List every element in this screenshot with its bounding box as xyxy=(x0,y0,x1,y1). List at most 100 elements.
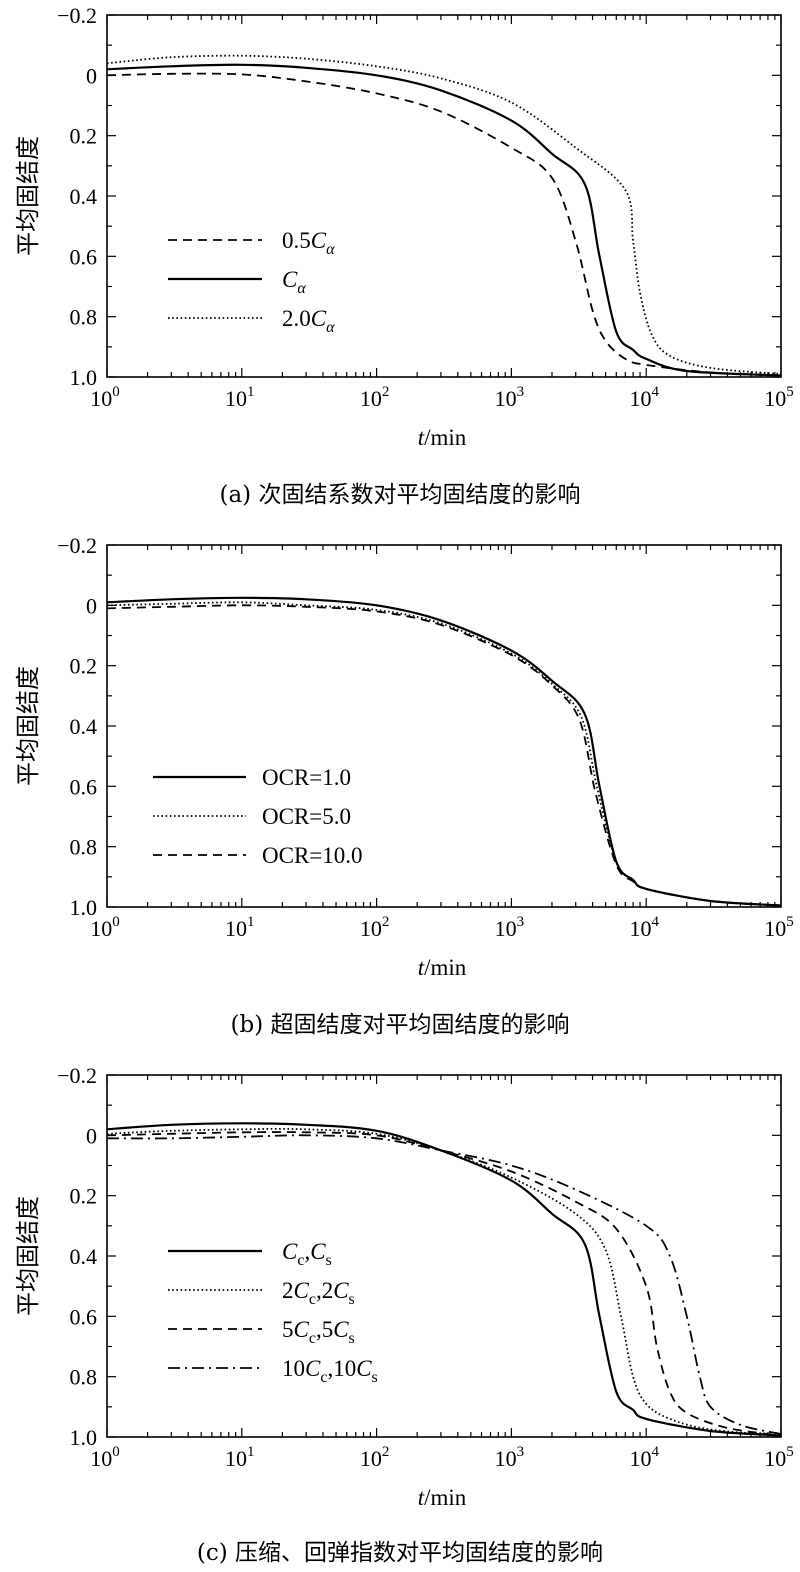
legend-text-part: s xyxy=(326,1252,332,1269)
x-tick-label: 103 xyxy=(495,384,525,411)
y-tick-label: 0.2 xyxy=(70,1184,98,1209)
y-tick-label: −0.2 xyxy=(57,533,97,558)
legend-text-part: c xyxy=(297,1252,304,1269)
legend-text-part: α xyxy=(297,280,306,297)
legend-text-part: 2 xyxy=(282,1278,294,1303)
x-tick-base: 10 xyxy=(764,916,786,941)
series-line-3 xyxy=(106,604,782,907)
x-tick-base: 10 xyxy=(495,386,517,411)
y-tick-label: 0.4 xyxy=(70,714,98,739)
x-tick-base: 10 xyxy=(225,386,247,411)
x-tick-label: 101 xyxy=(225,1444,254,1471)
x-tick-base: 10 xyxy=(360,386,382,411)
figure-caption: (b) 超固结度对平均固结度的影响 xyxy=(231,1012,570,1038)
x-tick-base: 10 xyxy=(495,916,517,941)
x-tick-exponent: 3 xyxy=(517,1444,525,1460)
x-axis-label: t/min xyxy=(418,955,467,980)
x-tick-exponent: 3 xyxy=(517,384,525,400)
x-tick-label: 102 xyxy=(360,914,390,941)
x-tick-label: 105 xyxy=(764,914,794,941)
x-tick-base: 10 xyxy=(629,1446,651,1471)
y-tick-label: 0.8 xyxy=(70,835,98,860)
x-tick-exponent: 2 xyxy=(382,914,390,930)
x-tick-label: 102 xyxy=(360,1444,390,1471)
legend-text-part: C xyxy=(310,1239,326,1264)
x-axis-label-unit: /min xyxy=(424,955,467,980)
legend-text-part: C xyxy=(282,1239,298,1264)
x-tick-label: 100 xyxy=(90,914,120,941)
x-tick-exponent: 5 xyxy=(786,914,794,930)
legend-label-2: 2Cc,2Cs xyxy=(282,1278,355,1308)
x-axis-label: t/min xyxy=(418,425,467,450)
legend-text-part: α xyxy=(326,319,335,336)
legend-text-part: C xyxy=(356,1356,372,1381)
legend-text-part: 2.0 xyxy=(282,306,311,331)
y-tick-label: 0.6 xyxy=(70,1304,98,1329)
legend-text-part: c xyxy=(320,1369,327,1386)
y-tick-label: 0.8 xyxy=(70,305,98,330)
legend-text-part: C xyxy=(311,306,327,331)
series-line-1 xyxy=(106,1122,782,1437)
x-tick-base: 10 xyxy=(629,916,651,941)
x-tick-exponent: 0 xyxy=(112,914,120,930)
y-tick-label: 0 xyxy=(86,593,97,618)
x-tick-label: 103 xyxy=(495,914,525,941)
x-tick-base: 10 xyxy=(360,1446,382,1471)
legend-text-part: c xyxy=(309,1291,316,1308)
legend-text-part: C xyxy=(333,1317,349,1342)
legend-label-3: 5Cc,5Cs xyxy=(282,1317,355,1347)
y-tick-label: 0.6 xyxy=(70,774,98,799)
legend-text-part: α xyxy=(326,241,335,258)
x-tick-base: 10 xyxy=(764,386,786,411)
x-tick-exponent: 4 xyxy=(651,1444,659,1460)
series-line-2 xyxy=(106,601,782,907)
x-tick-label: 103 xyxy=(495,1444,525,1471)
legend-text-part: C xyxy=(305,1356,321,1381)
chart-panel-a: 100 101 102 103 104 105−0.200.20.40.60.81.0平均… xyxy=(14,3,794,508)
legend-label-4: 10Cc,10Cs xyxy=(282,1356,378,1386)
legend-label-2: OCR=5.0 xyxy=(262,804,351,829)
legend-label-2: Cα xyxy=(282,267,306,297)
y-tick-label: 0.4 xyxy=(70,1244,98,1269)
x-tick-base: 10 xyxy=(764,1446,786,1471)
x-tick-label: 105 xyxy=(764,384,794,411)
legend-text-part: s xyxy=(372,1369,378,1386)
x-tick-label: 104 xyxy=(629,384,659,411)
y-tick-label: 0.2 xyxy=(70,124,98,149)
legend-label-3: OCR=10.0 xyxy=(262,843,363,868)
y-tick-label: 0 xyxy=(86,63,97,88)
legend-text-part: OCR=1.0 xyxy=(262,765,351,790)
series-line-4 xyxy=(106,1134,782,1435)
x-tick-base: 10 xyxy=(225,916,247,941)
x-axis-label-unit: /min xyxy=(424,425,467,450)
figure-caption: (c) 压缩、回弹指数对平均固结度的影响 xyxy=(197,1540,603,1566)
legend-text-part: OCR=10.0 xyxy=(262,843,363,868)
figure-caption: (a) 次固结系数对平均固结度的影响 xyxy=(220,482,581,508)
x-tick-base: 10 xyxy=(90,386,112,411)
series-line-3 xyxy=(106,54,782,375)
x-tick-base: 10 xyxy=(495,1446,517,1471)
x-tick-label: 100 xyxy=(90,1444,120,1471)
x-tick-base: 10 xyxy=(225,1446,247,1471)
y-axis-label: 平均固结度 xyxy=(14,666,42,786)
x-tick-exponent: 0 xyxy=(112,384,120,400)
x-tick-exponent: 5 xyxy=(786,384,794,400)
series-line-2 xyxy=(106,63,782,377)
x-axis-label-var: t xyxy=(418,425,425,450)
x-tick-label: 105 xyxy=(764,1444,794,1471)
legend-label-1: OCR=1.0 xyxy=(262,765,351,790)
x-tick-exponent: 5 xyxy=(786,1444,794,1460)
x-tick-base: 10 xyxy=(90,1446,112,1471)
series-line-2 xyxy=(106,1127,782,1437)
y-tick-label: 1.0 xyxy=(70,895,98,920)
legend-text-part: 0.5 xyxy=(282,228,311,253)
legend-label-3: 2.0Cα xyxy=(282,306,335,336)
series-line-1 xyxy=(106,596,782,907)
x-axis-label: t/min xyxy=(418,1485,467,1510)
y-tick-label: 1.0 xyxy=(70,365,98,390)
legend-text-part: C xyxy=(333,1278,349,1303)
legend-label-1: 0.5Cα xyxy=(282,228,335,258)
legend-text-part: ,2 xyxy=(316,1278,333,1303)
legend-text-part: 5 xyxy=(282,1317,294,1342)
